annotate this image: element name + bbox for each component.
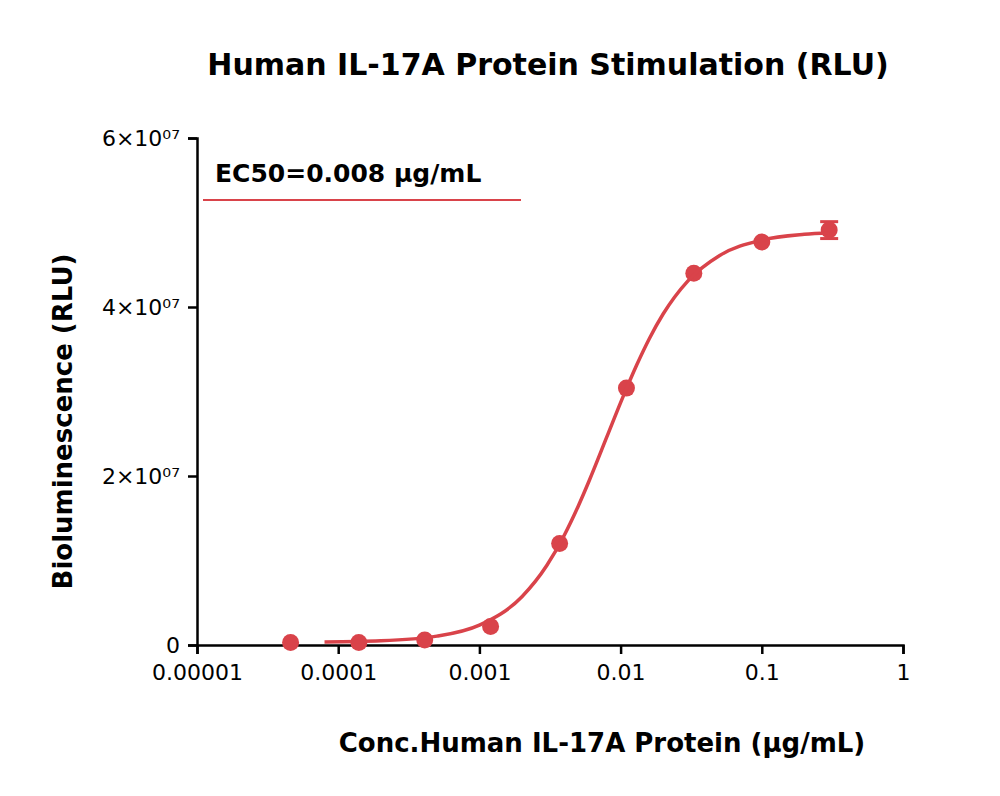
error-bar [820,222,838,239]
annotation: EC50=0.008 μg/mL [215,159,481,188]
points [282,222,838,651]
x-axis-line [198,646,904,655]
y-tick-mark [188,475,197,478]
x-tick-label: 0.001 [448,660,511,685]
y-tick: 6×10⁰⁷ [102,126,197,151]
y-tick: 4×10⁰⁷ [102,295,197,320]
title: Human IL-17A Protein Stimulation (RLU) [207,47,888,82]
y-tick-label: 0 [166,633,180,658]
x-tick-mark [337,645,340,654]
point [821,222,838,239]
y-axis-line [188,139,198,646]
x-tick-mark [620,645,623,654]
x-tick-label: 0.0001 [300,660,377,685]
x-tick-mark [902,645,905,654]
plot-area [282,222,838,651]
x-axis-title: Conc.Human IL-17A Protein (μg/mL) [339,728,866,758]
y-axis: 0 2×10⁰⁷ 4×10⁰⁷ 6×10⁰⁷ [102,126,198,658]
x-tick-label: 0.00001 [152,660,243,685]
y-tick: 0 [166,633,197,658]
x-tick-label: 0.01 [597,660,646,685]
y-tick-label: 2×10⁰⁷ [102,464,180,489]
y-tick-label: 6×10⁰⁷ [102,126,180,151]
x-tick-mark [479,645,482,654]
fit-curve [325,233,830,642]
y-tick-mark [188,306,197,309]
y-tick-label: 4×10⁰⁷ [102,295,180,320]
x-tick: 0.0001 [300,645,377,685]
x-axis: 0.00001 0.0001 0.001 0.01 0.1 1 [152,645,910,685]
x-tick: 0.001 [448,645,511,685]
x-tick-mark [761,645,764,654]
annotation-line [203,199,521,201]
x-tick: 1 [897,645,911,685]
x-tick: 0.1 [745,645,780,685]
x-tick-label: 0.1 [745,660,780,685]
chart: Human IL-17A Protein Stimulation (RLU) 0.… [0,0,1000,796]
x-tick: 0.01 [597,645,646,685]
y-tick-mark [188,137,197,140]
point [282,634,299,651]
x-tick-label: 1 [897,660,911,685]
y-tick: 2×10⁰⁷ [102,464,197,489]
y-tick-mark [188,644,197,647]
y-axis-title: Bioluminescence (RLU) [48,254,78,590]
